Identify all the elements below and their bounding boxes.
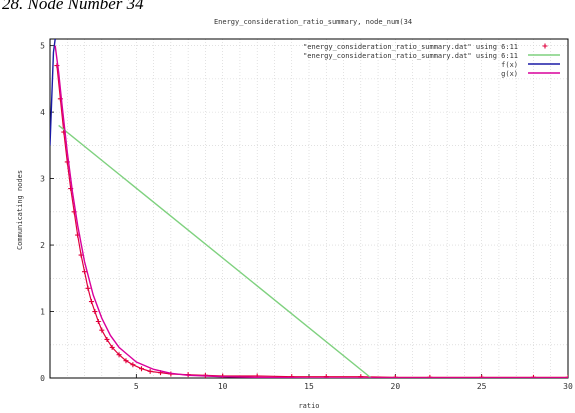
y-tick-label: 3: [40, 175, 45, 184]
data-point: [147, 368, 153, 374]
legend-label: "energy_consideration_ratio_summary.dat"…: [303, 43, 518, 51]
figure-caption: 28. Node Number 34: [2, 0, 144, 13]
x-tick-label: 25: [477, 382, 487, 391]
x-tick-label: 10: [218, 382, 228, 391]
data-point: [123, 358, 129, 364]
y-tick-label: 4: [40, 108, 45, 117]
series-2: [58, 124, 372, 378]
data-point: [88, 299, 94, 305]
data-point: [139, 366, 145, 372]
data-point: [85, 285, 91, 291]
x-tick-label: 20: [391, 382, 401, 391]
grid: [50, 39, 569, 378]
y-tick-label: 2: [40, 241, 45, 250]
series-layer: [50, 39, 568, 378]
axis-ticks: 5 10 15 20 25 30 0 1 2 3 4 5: [40, 42, 573, 391]
data-point: [358, 374, 364, 378]
data-point: [95, 319, 101, 324]
y-tick-label: 1: [40, 308, 45, 317]
data-point: [109, 344, 115, 350]
legend-label: f(x): [501, 61, 518, 69]
series-line: [54, 45, 568, 378]
x-tick-label: 30: [563, 382, 573, 391]
legend-label: "energy_consideration_ratio_summary.dat"…: [303, 52, 518, 60]
series-line: [58, 124, 372, 378]
y-axis-label: Communicating nodes: [16, 170, 24, 250]
data-point: [289, 374, 295, 378]
x-tick-label: 15: [304, 382, 314, 391]
y-tick-label: 5: [40, 42, 45, 51]
legend-marker: [542, 43, 548, 49]
series-line: [50, 39, 57, 146]
data-point: [82, 269, 88, 275]
series-3: [50, 39, 57, 146]
x-tick-label: 5: [134, 382, 139, 391]
data-point: [116, 352, 122, 358]
data-point: [104, 336, 110, 342]
data-point: [323, 374, 329, 378]
data-point: [92, 309, 98, 315]
series-1: [54, 63, 568, 378]
data-point: [99, 327, 105, 333]
chart-title: Energy_consideration_ratio_summary, node…: [214, 18, 412, 26]
legend: "energy_consideration_ratio_summary.dat"…: [303, 43, 560, 78]
legend-label: g(x): [501, 70, 518, 78]
x-axis-label: ratio: [298, 402, 319, 410]
series-4: [54, 45, 568, 378]
y-tick-label: 0: [40, 374, 45, 383]
data-point: [130, 362, 136, 368]
